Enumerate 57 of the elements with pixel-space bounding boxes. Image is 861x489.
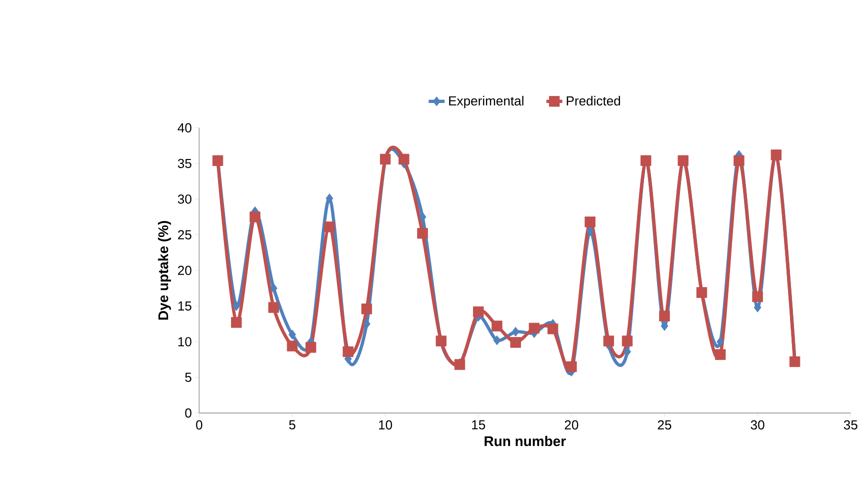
point xyxy=(362,318,370,329)
point xyxy=(622,335,633,346)
point xyxy=(305,342,316,353)
point xyxy=(512,326,520,336)
point xyxy=(734,155,744,166)
point xyxy=(566,361,577,372)
x-tick-label: 10 xyxy=(379,420,392,430)
point xyxy=(510,336,521,348)
y-axis-title: Dye uptake (%) xyxy=(158,220,171,320)
point xyxy=(754,302,762,312)
point xyxy=(492,320,502,332)
point xyxy=(324,221,335,232)
point xyxy=(361,303,372,314)
point xyxy=(603,335,614,346)
y-tick-label: 40 xyxy=(178,123,192,132)
y-tick-label: 25 xyxy=(178,230,192,240)
point xyxy=(547,323,558,334)
point xyxy=(624,346,632,356)
point xyxy=(268,302,279,313)
point xyxy=(270,283,278,293)
y-tick-label: 20 xyxy=(178,266,192,275)
point xyxy=(326,193,334,204)
y-tick-label: 35 xyxy=(178,158,192,168)
x-tick-label: 35 xyxy=(844,420,858,430)
point xyxy=(288,330,296,340)
point xyxy=(493,335,501,346)
point xyxy=(250,211,260,222)
x-tick-label: 20 xyxy=(564,420,578,430)
point xyxy=(417,228,428,239)
point xyxy=(584,216,596,228)
x-tick-label: 15 xyxy=(472,420,486,430)
x-tick-label: 30 xyxy=(750,420,764,430)
point xyxy=(342,346,354,357)
y-tick-label: 0 xyxy=(185,408,192,418)
point xyxy=(232,301,240,311)
x-tick-label: 0 xyxy=(196,420,202,430)
point xyxy=(716,336,724,346)
y-tick-label: 10 xyxy=(178,336,192,346)
point xyxy=(231,316,242,328)
y-tick-label: 30 xyxy=(178,194,192,204)
point xyxy=(473,306,484,317)
legend-label: Experimental xyxy=(449,96,524,108)
point xyxy=(398,154,410,164)
x-tick-label: 25 xyxy=(658,420,672,430)
point xyxy=(418,212,426,222)
point xyxy=(286,340,298,352)
point xyxy=(528,322,540,334)
y-tick-label: 5 xyxy=(185,372,192,382)
point xyxy=(660,320,668,331)
point xyxy=(752,291,763,302)
legend-label: Predicted xyxy=(566,96,620,106)
point xyxy=(586,226,594,236)
point xyxy=(714,349,726,360)
x-tick-label: 5 xyxy=(289,420,296,430)
y-tick-label: 15 xyxy=(178,301,192,310)
x-axis-title: Run number xyxy=(484,436,566,446)
point xyxy=(659,310,670,322)
